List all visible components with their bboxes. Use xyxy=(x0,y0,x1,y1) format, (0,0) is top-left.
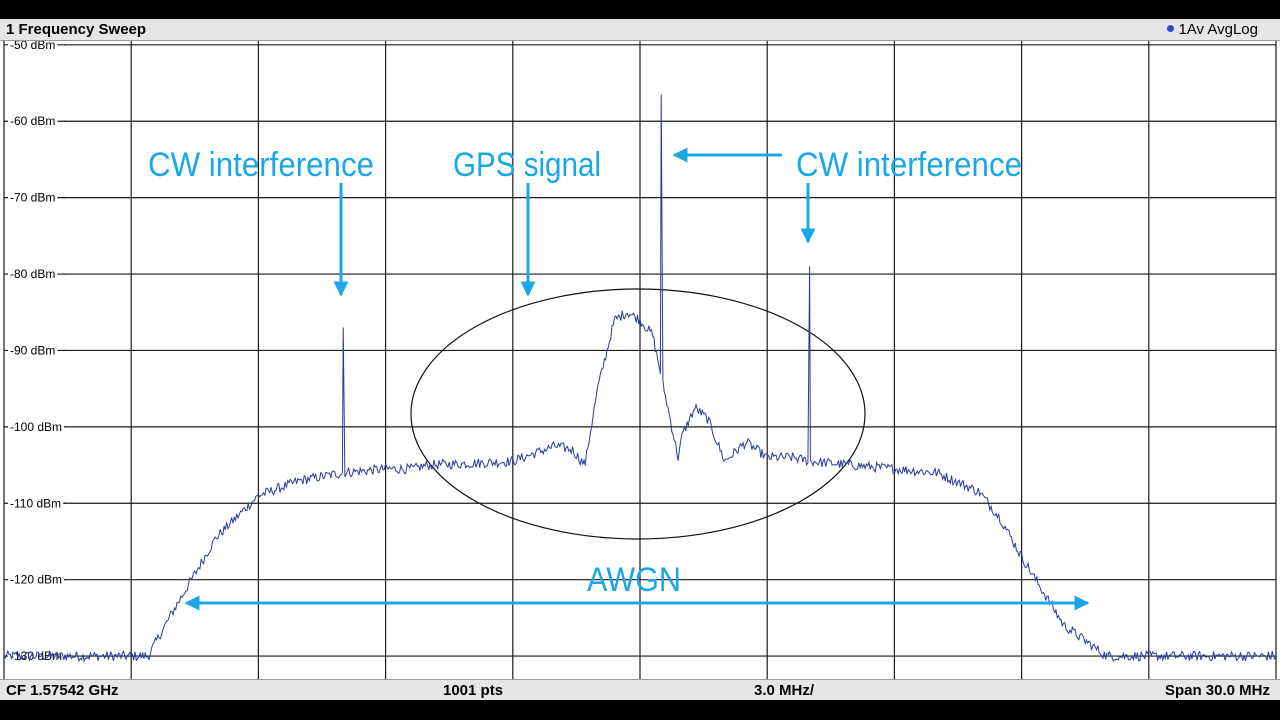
window-title: 1 Frequency Sweep xyxy=(6,21,147,38)
annotation-layer: CW interference GPS signal CW interferen… xyxy=(148,146,1090,611)
y-tick-label: -80 dBm xyxy=(10,267,55,281)
y-tick-label-bg xyxy=(8,342,58,359)
y-tick-label-bg xyxy=(8,418,65,435)
trace-indicator: 1Av AvgLog xyxy=(1167,21,1258,38)
gps-signal-ellipse xyxy=(410,288,866,540)
center-frequency: CF 1.57542 GHz xyxy=(6,682,119,699)
y-tick-label: -120 dBm xyxy=(10,573,62,587)
y-tick-label-bg xyxy=(8,189,58,206)
y-tick-label-bg xyxy=(8,571,65,588)
frequency-per-division: 3.0 MHz/ xyxy=(754,682,815,699)
grid xyxy=(3,41,1277,679)
y-tick-label: -100 dBm xyxy=(10,420,62,434)
y-tick-label: -70 dBm xyxy=(10,191,55,205)
spectrum-plot: -50 dBm -60 dBm -70 dBm -80 dBm -90 dBm -100 … xyxy=(0,41,1280,679)
annotation-gps-signal: GPS signal xyxy=(453,146,601,184)
y-tick-label: -50 dBm xyxy=(10,41,55,52)
y-tick-label-bg xyxy=(8,495,64,512)
y-tick-label: -60 dBm xyxy=(10,114,55,128)
y-tick-label: -90 dBm xyxy=(10,343,55,357)
annotation-cw-interference-left: CW interference xyxy=(148,146,374,184)
spectrum-trace-line xyxy=(3,94,1277,663)
sweep-points: 1001 pts xyxy=(443,682,504,699)
y-tick-label-bg xyxy=(8,113,58,130)
annotation-cw-interference-right: CW interference xyxy=(796,146,1022,184)
frequency-span: Span 30.0 MHz xyxy=(1164,682,1270,699)
spectrum-trace xyxy=(3,94,1277,663)
status-bar: CF 1.57542 GHz 1001 pts 3.0 MHz/ Span 30… xyxy=(0,679,1280,700)
y-tick-label-bg xyxy=(8,41,58,53)
y-tick-label: -110 dBm xyxy=(10,496,61,510)
trace-indicator-label: 1Av AvgLog xyxy=(1178,21,1258,38)
trace-dot-icon xyxy=(1167,25,1175,32)
window-title-bar: 1 Frequency Sweep 1Av AvgLog xyxy=(0,19,1280,41)
y-tick-label-bg xyxy=(8,266,58,283)
annotation-awgn: AWGN xyxy=(587,561,681,599)
